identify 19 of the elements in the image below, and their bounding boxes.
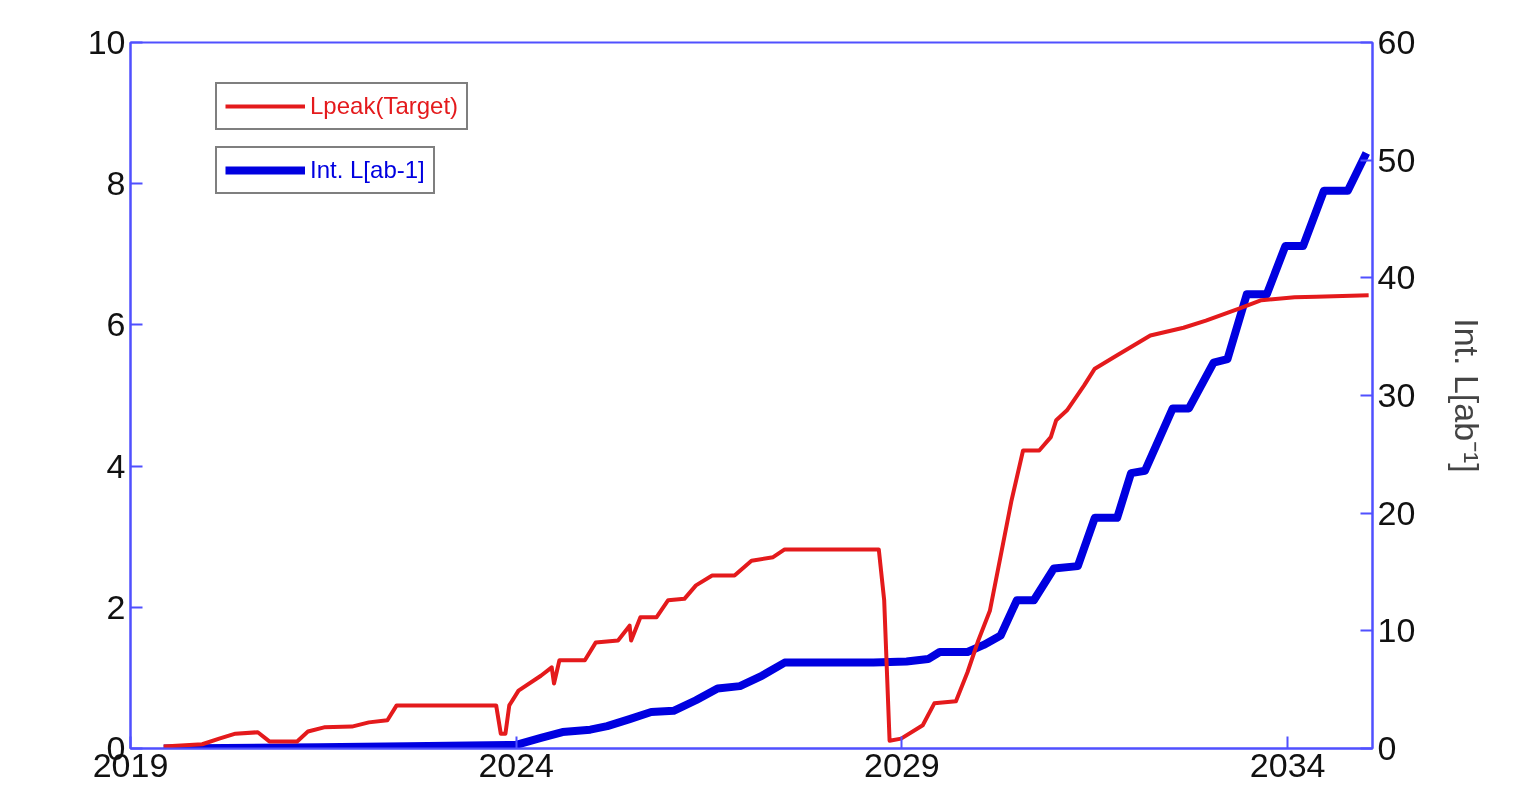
y-tick-label: 2 <box>106 587 126 626</box>
y2-tick-label: 50 <box>1377 140 1416 179</box>
x-tick-label: 2034 <box>1249 745 1326 784</box>
legend-label: Int. L[ab-1] <box>310 156 425 184</box>
legend-label: Lpeak(Target) <box>310 92 459 120</box>
y2-tick-label: 30 <box>1377 376 1416 414</box>
y2-tick-label: 40 <box>1377 258 1416 297</box>
y2-tick-label: 20 <box>1377 493 1416 532</box>
y-tick-label: 8 <box>106 164 126 203</box>
y-tick-label: 10 <box>87 23 126 61</box>
y2-tick-label: 10 <box>1377 611 1416 650</box>
y2-tick-label: 0 <box>1377 729 1397 767</box>
x-tick-label: 2029 <box>864 745 940 784</box>
y-tick-label: 6 <box>106 305 126 344</box>
y2-axis-title: Int. L[ab⁻¹] <box>1448 318 1487 473</box>
y-tick-label: 4 <box>106 446 126 485</box>
y2-tick-label: 60 <box>1377 23 1416 61</box>
x-tick-label: 2024 <box>478 745 555 784</box>
line-series <box>161 293 1371 749</box>
